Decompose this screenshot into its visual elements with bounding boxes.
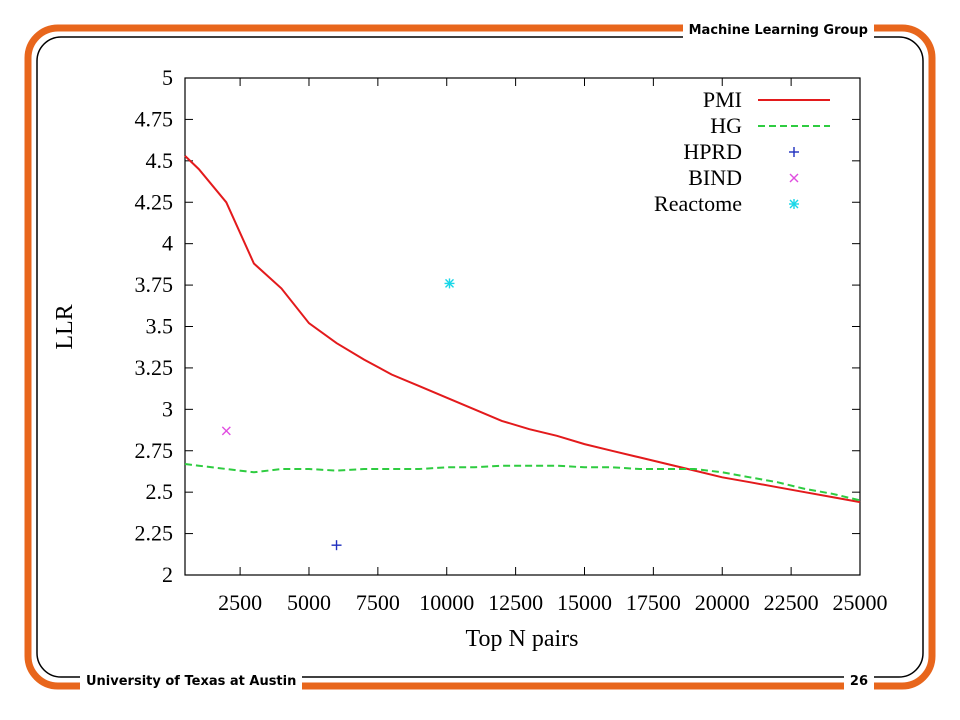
legend-reactome-swatch <box>789 199 799 209</box>
y-tick-label: 3.75 <box>135 272 174 297</box>
y-tick-label: 3 <box>162 396 173 421</box>
x-tick-label: 20000 <box>695 590 750 615</box>
x-tick-label: 12500 <box>488 590 543 615</box>
legend-hprd-label: HPRD <box>683 139 742 164</box>
x-tick-label: 25000 <box>833 590 888 615</box>
x-tick-label: 15000 <box>557 590 612 615</box>
series-hprd-point <box>331 540 342 551</box>
y-tick-label: 2.25 <box>135 521 174 546</box>
y-axis: 2 2.25 2.5 2.75 3 3.25 3.5 3.75 4 4.25 4.5 4.75 5 <box>135 65 860 587</box>
y-tick-label: 2 <box>162 562 173 587</box>
legend-bind-swatch <box>789 173 799 183</box>
x-tick-label: 5000 <box>287 590 331 615</box>
frame-inner <box>36 36 924 678</box>
y-tick-label: 3.5 <box>146 314 174 339</box>
series-layer <box>184 155 861 551</box>
x-tick-label: 7500 <box>356 590 400 615</box>
series-pmi-line <box>184 155 861 504</box>
footer-organization: University of Texas at Austin <box>80 674 303 690</box>
frame-outer <box>24 24 936 690</box>
y-tick-label: 2.75 <box>135 438 174 463</box>
x-tick-label: 17500 <box>626 590 681 615</box>
series-hg-line <box>184 463 861 502</box>
legend-reactome-label: Reactome <box>654 191 742 216</box>
legend-hprd-swatch <box>789 147 799 157</box>
y-axis-title: LLR <box>52 304 78 349</box>
plot-area <box>184 77 861 576</box>
y-tick-label: 4.5 <box>146 148 174 173</box>
y-tick-label: 4.75 <box>135 106 174 131</box>
x-tick-label: 22500 <box>764 590 819 615</box>
page-number: 26 <box>843 674 874 690</box>
y-tick-label: 4 <box>162 231 173 256</box>
x-tick-label: 2500 <box>218 590 262 615</box>
x-axis: 2500 5000 7500 10000 12500 15000 17500 20000 225… <box>218 78 888 615</box>
y-tick-label: 4.25 <box>135 189 174 214</box>
series-bind-point <box>221 426 231 436</box>
legend-bind-label: BIND <box>688 165 742 190</box>
y-tick-label: 3.25 <box>135 355 174 380</box>
y-tick-label: 2.5 <box>146 479 174 504</box>
header-title: Machine Learning Group <box>682 23 874 39</box>
x-axis-title: Top N pairs <box>466 626 579 652</box>
x-tick-label: 10000 <box>419 590 474 615</box>
series-reactome-point <box>444 278 455 289</box>
legend-hg-label: HG <box>710 113 742 138</box>
y-tick-label: 5 <box>162 65 173 90</box>
legend-pmi-label: PMI <box>703 87 742 112</box>
